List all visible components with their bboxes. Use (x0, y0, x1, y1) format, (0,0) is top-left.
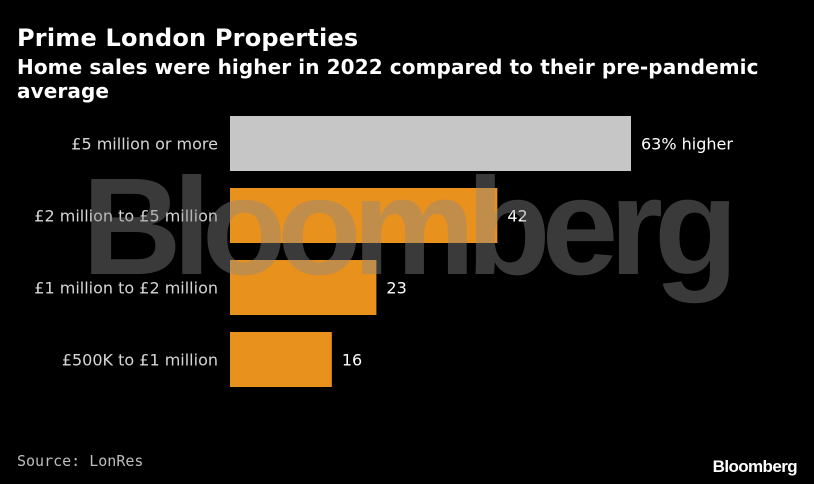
category-label: £5 million or more (71, 135, 218, 154)
chart-title: Prime London Properties (17, 24, 359, 52)
category-label: £500K to £1 million (62, 351, 218, 370)
chart-subtitle: Home sales were higher in 2022 compared … (17, 55, 759, 103)
bar (230, 116, 631, 171)
value-label: 42 (507, 207, 527, 226)
value-label: 23 (386, 279, 406, 298)
value-label: 16 (342, 351, 362, 370)
source-note: Source: LonRes (17, 452, 144, 470)
bar (230, 260, 377, 315)
bloomberg-logo: Bloomberg (712, 457, 798, 476)
category-label: £2 million to £5 million (34, 207, 218, 226)
category-label: £1 million to £2 million (34, 279, 218, 298)
value-label: 63% higher (641, 135, 733, 154)
bar (230, 332, 332, 387)
bar (230, 188, 498, 243)
